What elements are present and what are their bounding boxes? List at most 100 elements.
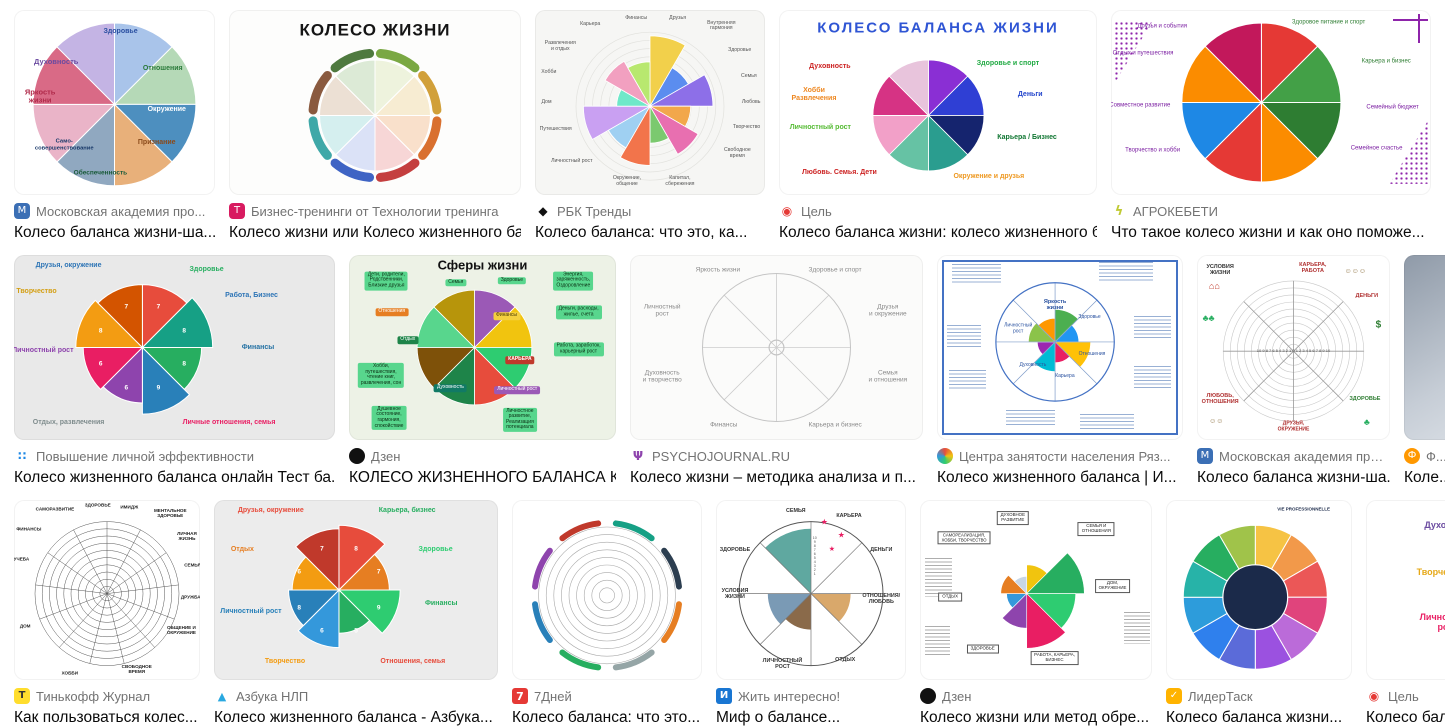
- wheel-graphic: [75, 284, 214, 415]
- wheel-label: МЕНТАЛЬНОЕ ЗДОРОВЬЕ: [153, 507, 187, 518]
- wheel-label: Творчество: [264, 658, 306, 666]
- result-title[interactable]: Колесо баланса жиз...: [1366, 709, 1445, 726]
- result-thumbnail[interactable]: [512, 500, 702, 680]
- decoration-lines: [1079, 414, 1134, 431]
- result-source[interactable]: М Московская академия про...: [14, 203, 215, 219]
- result-thumbnail[interactable]: Яркость жизни Здоровье и спорт Личностный …: [630, 255, 923, 440]
- source-favicon-icon: М: [14, 203, 30, 219]
- result-thumbnail[interactable]: Яркость жизни Здоровье Личностный рост Отно…: [937, 255, 1183, 440]
- wheel-label: СЕМЬЯ И ОТНОШЕНИЯ: [1077, 521, 1115, 536]
- result-thumbnail[interactable]: Карьера Финансы Друзья Внутренняя гармония Р…: [535, 10, 765, 195]
- result-title[interactable]: Колесо жизни или метод обре...: [920, 709, 1150, 726]
- result-thumbnail[interactable]: Друзья, окружение Карьера, бизнес Отдых Здо…: [214, 500, 498, 680]
- wheel-label: Финансы: [710, 421, 738, 429]
- result-source[interactable]: ◆ РБК Тренды: [535, 203, 765, 219]
- source-name: PSYCHOJOURNAL.RU: [652, 448, 790, 464]
- wheel-label: КАРЬЕРА: [505, 356, 535, 365]
- result-thumbnail[interactable]: КОЛЕСО ЖИЗНИ: [229, 10, 521, 195]
- result-source[interactable]: Дзен: [920, 688, 1152, 704]
- source-name: Дзен: [942, 688, 972, 704]
- result-thumbnail[interactable]: СЕМЬЯ КАРЬЕРА ЗДОРОВЬЕ ДЕНЬГИ УСЛОВИЯ ЖИЗНИ О…: [716, 500, 906, 680]
- wheel-label: Яркость жизни: [1043, 298, 1067, 311]
- source-name: Цель: [801, 203, 832, 219]
- source-favicon-icon: И: [716, 688, 732, 704]
- wheel-label: Энергия, заряженность, Оздоровление: [553, 271, 594, 291]
- result-thumbnail[interactable]: Духовность Творчество Личностный рост: [1366, 500, 1445, 680]
- result-source[interactable]: Дзен: [349, 448, 616, 464]
- wheel-label: Отношения: [1078, 351, 1106, 358]
- decoration-vline: [1418, 13, 1420, 44]
- wheel-label: Творчество: [1416, 566, 1445, 577]
- result-source[interactable]: ✓ ЛидерТаск: [1166, 688, 1352, 704]
- result-thumbnail[interactable]: САМОРАЗВИТИЕ ЗДОРОВЬЕ ИМИДЖ МЕНТАЛЬНОЕ ЗДОР…: [14, 500, 200, 680]
- wheel-label: Здоровье: [728, 46, 752, 53]
- wheel-label: ДОМ: [19, 623, 31, 629]
- wheel-label: Финансы: [241, 343, 275, 351]
- result-source[interactable]: ϟ АГРОКЕБЕТИ: [1111, 203, 1431, 219]
- wheel-label: 6: [98, 360, 103, 368]
- source-favicon-icon: ∷: [17, 449, 27, 463]
- result-thumbnail[interactable]: ДУХОВНОЕ РАЗВИТИЕ СЕМЬЯ И ОТНОШЕНИЯ САМОРЕ…: [920, 500, 1152, 680]
- wheel-label: Творчество: [732, 124, 761, 131]
- wheel-label: 6: [297, 568, 301, 576]
- result-source[interactable]: Центра занятости населения Ряз...: [937, 448, 1183, 464]
- result-source[interactable]: И Жить интересно!: [716, 688, 906, 704]
- result-title[interactable]: Что такое колесо жизни и как оно поможе.…: [1111, 224, 1425, 241]
- wheel-label: Работа, заработок, карьерный рост: [553, 342, 604, 356]
- result-title[interactable]: Коле...: [1404, 469, 1445, 486]
- result-card: Сферы жизни Дети, родители, Родственники,…: [349, 255, 616, 487]
- result-title[interactable]: Колесо баланса жизни-ша...: [1197, 469, 1390, 486]
- decoration-lines: [1133, 366, 1171, 391]
- result-source[interactable]: ◉ Цель: [1366, 688, 1445, 704]
- wheel-label: 10 9 8 7 6 5 4 3 2 1: [812, 535, 817, 576]
- result-title[interactable]: Колесо жизненного баланса онлайн Тест ба…: [14, 469, 335, 486]
- result-source[interactable]: Ф Ф...: [1404, 448, 1445, 464]
- wheel-label: Отдых: [230, 546, 254, 554]
- result-thumbnail[interactable]: Друзья, окружение Здоровье Творчество Работ…: [14, 255, 335, 440]
- wheel-label: Духовность: [1424, 520, 1445, 531]
- result-source[interactable]: ◉ Цель: [779, 203, 1097, 219]
- result-source[interactable]: М Московская академия прод...: [1197, 448, 1390, 464]
- result-title[interactable]: Колесо жизни – методика анализа и п...: [630, 469, 916, 486]
- result-title[interactable]: Как пользоваться колес...: [14, 709, 198, 726]
- result-thumbnail[interactable]: КОЛЕСО БАЛАНСА ЖИЗНИ Духовность Здоровье и…: [779, 10, 1097, 195]
- result-title[interactable]: Колесо жизненного баланса - Азбука...: [214, 709, 493, 726]
- wheel-label: Творчество: [16, 288, 57, 296]
- wheel-label: Личностное развитие, Реализация потенциа…: [502, 407, 537, 432]
- result-source[interactable]: ▲ Азбука НЛП: [214, 688, 498, 704]
- wheel-label: СЕМЬЯ: [786, 507, 806, 514]
- result-source[interactable]: Т Тинькофф Журнал: [14, 688, 200, 704]
- result-thumbnail[interactable]: [1404, 255, 1445, 440]
- result-title[interactable]: Колесо баланса жизни: колесо жизненного …: [779, 224, 1097, 241]
- result-source[interactable]: Т Бизнес-тренинги от Технологии тренинга: [229, 203, 521, 219]
- result-title[interactable]: Колесо жизни или Колесо жизненного бал..…: [229, 224, 521, 241]
- wheel-label: Друзья, окружение: [237, 506, 304, 514]
- wheel-label: Здоровое питание и спорт: [1291, 19, 1366, 26]
- result-title[interactable]: Колесо баланса: что это, ка...: [535, 224, 748, 241]
- wheel-label: ДРУЗЬЯ, ОКРУЖЕНИЕ: [1277, 420, 1310, 433]
- result-source[interactable]: Ψ PSYCHOJOURNAL.RU: [630, 448, 923, 464]
- result-title[interactable]: Колесо баланса: что это...: [512, 709, 701, 726]
- result-thumbnail[interactable]: Здоровье Духовность Отношения Яркость жизни…: [14, 10, 215, 195]
- result-title[interactable]: Колесо баланса жизни...: [1166, 709, 1343, 726]
- result-card: Ф Ф... Коле...: [1404, 255, 1445, 487]
- source-name: Бизнес-тренинги от Технологии тренинга: [251, 203, 499, 219]
- wheel-label: Карьера и бизнес: [1361, 58, 1411, 65]
- source-favicon-icon: 7: [512, 688, 528, 704]
- result-title[interactable]: КОЛЕСО ЖИЗНЕННОГО БАЛАНСА К...: [349, 469, 616, 486]
- result-source[interactable]: ∷ Повышение личной эффективности: [14, 448, 335, 464]
- wheel-label: Личностный рост: [551, 157, 593, 164]
- result-source[interactable]: 7 7Дней: [512, 688, 702, 704]
- wheel-graphic: [1000, 552, 1085, 649]
- result-thumbnail[interactable]: 10 9 8 7 6 5 4 3 2 1 0 1 2 3 4 5 6 7 8 9…: [1197, 255, 1390, 440]
- decoration-lines: [1133, 316, 1171, 341]
- result-title[interactable]: Миф о балансе...: [716, 709, 841, 726]
- result-thumbnail[interactable]: VIE PROFESSIONNELLE: [1166, 500, 1352, 680]
- result-thumbnail[interactable]: Сферы жизни Дети, родители, Родственники,…: [349, 255, 616, 440]
- result-card: Духовность Творчество Личностный рост ◉ Цель…: [1366, 500, 1445, 727]
- result-title[interactable]: Колесо жизненного баланса | И...: [937, 469, 1177, 486]
- result-thumbnail[interactable]: Друзья и события Здоровое питание и спорт…: [1111, 10, 1431, 195]
- result-title[interactable]: Колесо баланса жизни-ша...: [14, 224, 215, 241]
- wheel-label: Семья и отношения: [868, 369, 908, 385]
- wheel-graphic: [702, 273, 851, 422]
